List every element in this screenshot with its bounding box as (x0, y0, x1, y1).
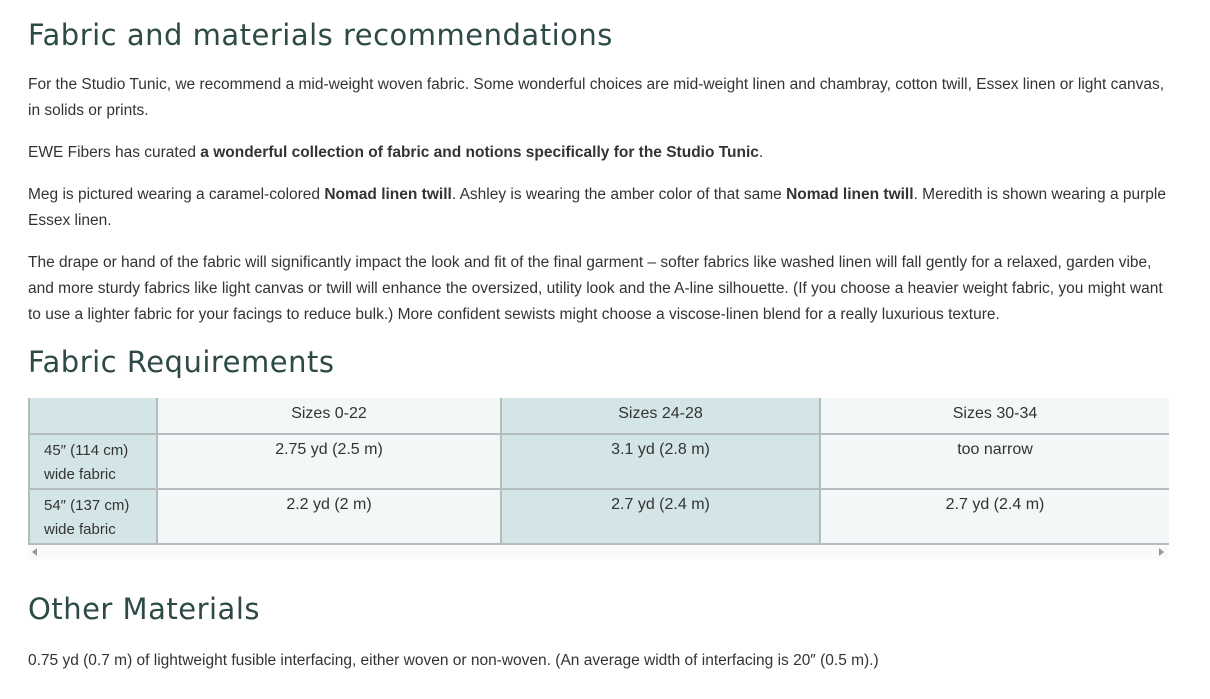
table-cell: too narrow (819, 433, 1169, 490)
row-label: 45″ (114 cm) wide fabric (28, 433, 158, 490)
text: . Ashley is wearing the amber color of t… (451, 186, 787, 203)
text: EWE Fibers has curated (28, 144, 201, 161)
header-sizes-24-28: Sizes 24-28 (500, 398, 821, 435)
text: . (758, 144, 764, 161)
width-label: 54″ (137 cm) (44, 497, 130, 514)
link-nomad-linen-twill[interactable]: Nomad linen twill (786, 186, 914, 203)
text: . Meredith is shown wearing a purple Ess… (28, 186, 1166, 229)
header-sizes-30-34: Sizes 30-34 (819, 398, 1169, 435)
width-label-sub: wide fabric (44, 466, 116, 483)
table-row: 54″ (137 cm) wide fabric 2.2 yd (2 m) 2.7… (28, 488, 1169, 545)
link-fabric-collection[interactable]: a wonderful collection of fabric and not… (200, 144, 759, 161)
table-row: 45″ (114 cm) wide fabric 2.75 yd (2.5 m) … (28, 433, 1169, 490)
fabric-requirements-table: Sizes 0-22 Sizes 24-28 Sizes 30-34 45″ (… (28, 398, 1169, 559)
table-cell: 2.7 yd (2.4 m) (500, 488, 821, 545)
horizontal-scrollbar[interactable] (28, 545, 1168, 559)
link-nomad-linen-twill[interactable]: Nomad linen twill (324, 186, 452, 203)
table-header-row: Sizes 0-22 Sizes 24-28 Sizes 30-34 (28, 398, 1169, 435)
header-cell-empty (28, 398, 158, 435)
width-label-sub: wide fabric (44, 521, 116, 538)
table-cell: 2.75 yd (2.5 m) (156, 433, 502, 490)
text: Meg is pictured wearing a caramel-colore… (28, 186, 325, 203)
row-label: 54″ (137 cm) wide fabric (28, 488, 158, 545)
paragraph-pictured: Meg is pictured wearing a caramel-colore… (28, 182, 1168, 234)
paragraph-fabric-intro: For the Studio Tunic, we recommend a mid… (28, 76, 1165, 119)
scroll-right-arrow-icon[interactable] (1159, 548, 1164, 556)
table-cell: 3.1 yd (2.8 m) (500, 433, 821, 490)
header-sizes-0-22: Sizes 0-22 (156, 398, 502, 435)
paragraph-drape: The drape or hand of the fabric will sig… (28, 254, 1163, 323)
width-label: 45″ (114 cm) (44, 442, 129, 459)
heading-fabric-requirements: Fabric Requirements (28, 345, 335, 379)
heading-fabric-recommendations: Fabric and materials recommendations (28, 18, 613, 52)
table-cell: 2.2 yd (2 m) (156, 488, 502, 545)
paragraph-ewe-fibers: EWE Fibers has curated a wonderful colle… (28, 140, 763, 166)
table-cell: 2.7 yd (2.4 m) (819, 488, 1169, 545)
scroll-left-arrow-icon[interactable] (32, 548, 37, 556)
heading-other-materials: Other Materials (28, 592, 260, 626)
paragraph-interfacing: 0.75 yd (0.7 m) of lightweight fusible i… (28, 652, 879, 669)
